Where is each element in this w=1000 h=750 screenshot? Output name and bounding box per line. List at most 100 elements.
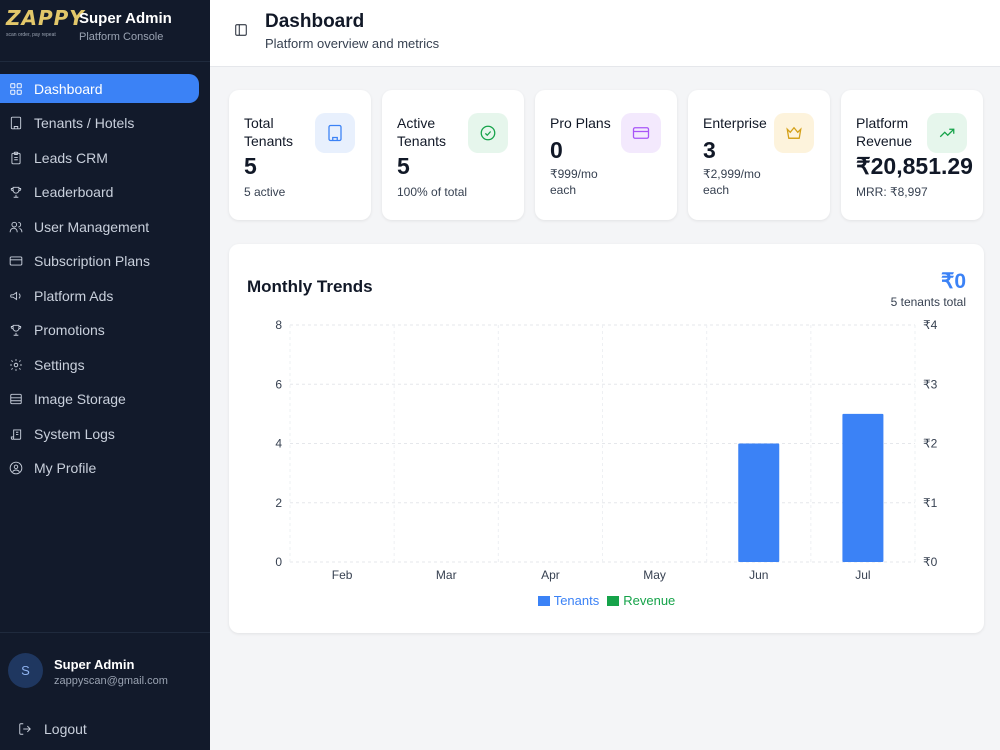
credit-card-icon bbox=[621, 113, 661, 153]
megaphone-icon bbox=[8, 288, 24, 304]
legend-swatch bbox=[537, 595, 550, 606]
legend-label: Revenue bbox=[623, 593, 676, 608]
sidebar-item-label: User Management bbox=[34, 218, 150, 235]
y-right-tick-label: ₹2 bbox=[923, 437, 938, 451]
building-icon bbox=[8, 115, 24, 131]
stat-card-enterprise: Enterprise 3 ₹2,999/mo each bbox=[688, 90, 830, 220]
bar-tenants-jun bbox=[738, 443, 780, 562]
sidebar-item-leaderboard[interactable]: Leaderboard bbox=[0, 178, 210, 207]
x-tick-label: Apr bbox=[541, 568, 560, 582]
stat-subtext: 5 active bbox=[244, 185, 286, 199]
stat-subtext: 100% of total bbox=[397, 185, 468, 199]
sidebar-item-label: Leaderboard bbox=[34, 184, 114, 200]
sidebar-item-platform-ads[interactable]: Platform Ads bbox=[0, 281, 210, 310]
sidebar-item-my-profile[interactable]: My Profile bbox=[0, 454, 210, 483]
y-right-tick-label: ₹3 bbox=[923, 377, 938, 391]
sidebar-nav: Dashboard Tenants / Hotels Leads CRM Leader… bbox=[0, 74, 210, 488]
sidebar-item-subscription-plans[interactable]: Subscription Plans bbox=[0, 247, 210, 276]
sidebar-item-label: Settings bbox=[34, 356, 85, 373]
database-icon bbox=[8, 391, 24, 407]
logout-button[interactable]: Logout bbox=[18, 721, 87, 737]
page-header: Dashboard Platform overview and metrics bbox=[210, 0, 1000, 67]
zappy-logo[interactable]: ZAPPY scan order, pay repeat bbox=[6, 6, 85, 42]
sidebar-item-label: Promotions bbox=[34, 322, 105, 338]
sidebar-footer: S Super Admin zappyscan@gmail.com Logout bbox=[0, 632, 210, 750]
sidebar-item-label: System Logs bbox=[34, 425, 115, 442]
sidebar-item-image-storage[interactable]: Image Storage bbox=[0, 385, 210, 414]
x-tick-label: Mar bbox=[436, 568, 457, 582]
stat-value: 5 bbox=[397, 153, 410, 179]
y-left-tick-label: 8 bbox=[275, 318, 282, 332]
legend-swatch bbox=[607, 595, 620, 606]
logo-wordmark: ZAPPY bbox=[6, 6, 85, 30]
bar-tenants-jul bbox=[842, 413, 884, 562]
sidebar-item-label: Leads CRM bbox=[34, 149, 108, 166]
stat-label: Total Tenants bbox=[244, 115, 294, 149]
user-circle-icon bbox=[8, 460, 24, 476]
monthly-trends-card: 0 2 4 6 8 ₹0 ₹1 ₹2 ₹3 ₹4 Feb Mar Apr May Jun Jul Monthl… bbox=[229, 244, 984, 633]
sidebar-item-settings[interactable]: Settings bbox=[0, 350, 210, 379]
sidebar-item-label: Dashboard bbox=[34, 80, 103, 97]
sidebar-item-dashboard[interactable]: Dashboard bbox=[0, 74, 199, 103]
trophy-icon bbox=[8, 322, 24, 338]
stat-card-pro-plans: Pro Plans 0 ₹999/mo each bbox=[535, 90, 677, 220]
legend-item-tenants[interactable]: Tenants bbox=[537, 593, 600, 608]
scroll-icon bbox=[8, 426, 24, 442]
clipboard-icon bbox=[8, 150, 24, 166]
sidebar-item-leads-crm[interactable]: Leads CRM bbox=[0, 143, 210, 172]
brand-subtitle: Platform Console bbox=[79, 31, 164, 43]
stat-subtext: ₹2,999/mo each bbox=[703, 167, 761, 197]
monthly-trends-chart: 0 2 4 6 8 ₹0 ₹1 ₹2 ₹3 ₹4 Feb Mar Apr May Jun Jul bbox=[275, 318, 938, 582]
revenue-total: ₹0 bbox=[940, 270, 966, 293]
logout-icon bbox=[19, 723, 31, 735]
x-tick-label: Jul bbox=[855, 568, 870, 582]
stat-card-total-tenants: Total Tenants 5 5 active bbox=[229, 90, 371, 220]
sidebar-toggle-button[interactable] bbox=[234, 23, 248, 37]
sidebar-item-label: Platform Ads bbox=[34, 287, 114, 304]
user-name: Super Admin bbox=[54, 657, 135, 672]
credit-card-icon bbox=[8, 253, 24, 269]
legend-label: Tenants bbox=[553, 593, 600, 608]
y-left-tick-label: 6 bbox=[275, 377, 282, 391]
y-right-tick-label: ₹1 bbox=[923, 496, 938, 510]
avatar[interactable]: S bbox=[8, 653, 43, 688]
sidebar-item-tenants-hotels[interactable]: Tenants / Hotels bbox=[0, 109, 210, 138]
chart-title: Monthly Trends bbox=[247, 277, 373, 296]
brand-header: ZAPPY scan order, pay repeat Super Admin… bbox=[0, 0, 210, 62]
stat-subtext: ₹999/mo each bbox=[550, 167, 598, 197]
stat-label: Platform Revenue bbox=[856, 115, 913, 149]
legend-item-revenue[interactable]: Revenue bbox=[607, 593, 675, 608]
stat-value: 0 bbox=[550, 137, 563, 163]
y-left-tick-label: 0 bbox=[275, 555, 282, 569]
x-tick-label: Feb bbox=[332, 568, 353, 582]
stat-label: Enterprise bbox=[703, 115, 767, 131]
grid-icon bbox=[8, 81, 24, 97]
y-left-tick-label: 2 bbox=[275, 496, 282, 510]
building-icon bbox=[315, 113, 355, 153]
trending-up-icon bbox=[927, 113, 967, 153]
y-right-tick-label: ₹0 bbox=[923, 555, 938, 569]
sidebar-item-label: Tenants / Hotels bbox=[34, 115, 135, 131]
stat-subtext: MRR: ₹8,997 bbox=[856, 185, 928, 199]
page-title: Dashboard bbox=[265, 11, 365, 32]
x-tick-label: Jun bbox=[749, 568, 768, 582]
stat-value: 3 bbox=[703, 137, 716, 163]
stat-label: Pro Plans bbox=[550, 115, 611, 131]
gear-icon bbox=[8, 357, 24, 373]
sidebar-item-promotions[interactable]: Promotions bbox=[0, 316, 210, 345]
y-left-tick-label: 4 bbox=[275, 437, 282, 451]
page-subtitle: Platform overview and metrics bbox=[265, 36, 440, 51]
users-icon bbox=[8, 219, 24, 235]
stat-label: Active Tenants bbox=[397, 115, 447, 149]
sidebar-item-label: Image Storage bbox=[34, 391, 126, 407]
logout-label: Logout bbox=[44, 721, 87, 737]
trophy-icon bbox=[8, 184, 24, 200]
sidebar-item-user-management[interactable]: User Management bbox=[0, 212, 210, 241]
brand-title: Super Admin bbox=[79, 10, 172, 27]
x-tick-label: May bbox=[643, 568, 666, 582]
panel-left-icon bbox=[235, 24, 247, 36]
logo-tagline: scan order, pay repeat bbox=[6, 32, 56, 38]
stat-card-active-tenants: Active Tenants 5 100% of total bbox=[382, 90, 524, 220]
tenants-total: 5 tenants total bbox=[890, 295, 966, 309]
sidebar-item-system-logs[interactable]: System Logs bbox=[0, 419, 210, 448]
